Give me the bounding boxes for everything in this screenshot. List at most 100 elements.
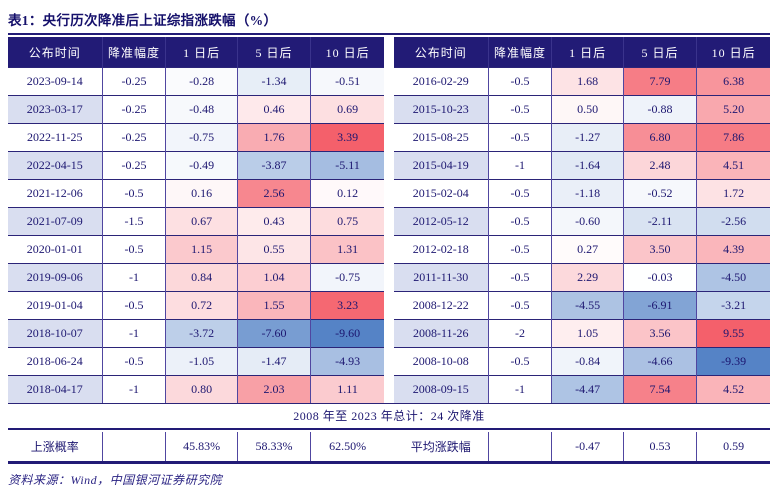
- date-cell: 2021-12-06: [8, 179, 102, 208]
- date-cell: 2016-02-29: [394, 67, 488, 96]
- date-cell: 2011-11-30: [394, 263, 488, 292]
- return-value-cell: -0.48: [165, 95, 238, 124]
- return-value-cell: -4.47: [551, 375, 624, 403]
- return-value-cell: -7.60: [236, 319, 311, 348]
- return-value-cell: 7.54: [622, 375, 697, 403]
- column-header: 公布时间: [8, 37, 102, 68]
- return-value-cell: -9.60: [310, 319, 384, 348]
- stats-value-cell: -0.47: [551, 432, 624, 461]
- return-value-cell: 2.56: [236, 179, 311, 208]
- return-value-cell: 5.20: [696, 95, 770, 124]
- column-header: 降准幅度: [487, 37, 552, 68]
- cut-size-cell: -0.5: [487, 235, 552, 264]
- return-value-cell: -0.51: [310, 67, 384, 96]
- stats-value-cell: 0.59: [696, 432, 770, 461]
- return-value-cell: 3.56: [622, 319, 697, 348]
- cut-size-cell: -1.5: [101, 207, 166, 236]
- return-value-cell: 9.55: [696, 319, 770, 348]
- table-row: 2015-10-23 -0.5 0.50 -0.88 5.20: [394, 95, 770, 124]
- return-value-cell: -1.34: [236, 67, 311, 96]
- right-table-panel: 公布时间 降准幅度 1 日后 5 日后 10 日后 2016-02-29 -0.5 1.68…: [394, 37, 770, 403]
- cut-size-cell: -2: [487, 319, 552, 348]
- column-header: 10 日后: [310, 37, 384, 68]
- date-cell: 2018-06-24: [8, 347, 102, 376]
- date-cell: 2020-01-01: [8, 235, 102, 264]
- cut-size-cell: -0.5: [487, 95, 552, 124]
- stats-row: 上涨概率 45.83% 58.33% 62.50% 平均涨跌幅 -0.47: [8, 432, 770, 464]
- table-row: 2018-06-24 -0.5 -1.05 -1.47 -4.93: [8, 347, 384, 376]
- return-value-cell: 0.16: [165, 179, 238, 208]
- stats-right-row: 平均涨跌幅 -0.47 0.53 0.59: [394, 432, 770, 461]
- stats-left-label: 上涨概率: [8, 432, 102, 461]
- return-value-cell: -0.52: [622, 179, 697, 208]
- table-row: 2015-04-19 -1 -1.64 2.48 4.51: [394, 151, 770, 180]
- return-value-cell: -0.03: [622, 263, 697, 292]
- return-value-cell: 2.29: [551, 263, 624, 292]
- cut-size-cell: -0.5: [101, 347, 166, 376]
- table-row: 2015-02-04 -0.5 -1.18 -0.52 1.72: [394, 179, 770, 208]
- return-value-cell: 0.67: [165, 207, 238, 236]
- cut-size-cell: -1: [487, 375, 552, 403]
- stats-right-panel: 平均涨跌幅 -0.47 0.53 0.59: [394, 432, 770, 461]
- return-value-cell: -3.72: [165, 319, 238, 348]
- return-value-cell: 7.86: [696, 123, 770, 152]
- table-row: 2018-10-07 -1 -3.72 -7.60 -9.60: [8, 319, 384, 348]
- stats-empty-cell: [487, 432, 552, 461]
- return-value-cell: 0.50: [551, 95, 624, 124]
- table-row: 2020-01-01 -0.5 1.15 0.55 1.31: [8, 235, 384, 264]
- return-value-cell: 4.39: [696, 235, 770, 264]
- return-value-cell: -2.11: [622, 207, 697, 236]
- return-value-cell: 6.80: [622, 123, 697, 152]
- table-row: 2015-08-25 -0.5 -1.27 6.80 7.86: [394, 123, 770, 152]
- cut-size-cell: -0.5: [487, 67, 552, 96]
- stats-left-table: 上涨概率 45.83% 58.33% 62.50%: [8, 432, 384, 461]
- date-cell: 2008-12-22: [394, 291, 488, 320]
- return-value-cell: -0.49: [165, 151, 238, 180]
- date-cell: 2015-04-19: [394, 151, 488, 180]
- table-row: 2012-02-18 -0.5 0.27 3.50 4.39: [394, 235, 770, 264]
- table-row: 2021-12-06 -0.5 0.16 2.56 0.12: [8, 179, 384, 208]
- stats-value-cell: 62.50%: [310, 432, 384, 461]
- return-value-cell: -3.87: [236, 151, 311, 180]
- return-value-cell: 3.50: [622, 235, 697, 264]
- cut-size-cell: -1: [101, 375, 166, 403]
- cut-size-cell: -0.25: [101, 67, 166, 96]
- return-value-cell: 0.55: [236, 235, 311, 264]
- return-value-cell: -0.84: [551, 347, 624, 376]
- column-header: 降准幅度: [101, 37, 166, 68]
- cut-size-cell: -1: [487, 151, 552, 180]
- return-value-cell: 0.43: [236, 207, 311, 236]
- cut-size-cell: -0.5: [487, 123, 552, 152]
- cut-size-cell: -0.5: [101, 291, 166, 320]
- return-value-cell: -1.27: [551, 123, 624, 152]
- return-value-cell: -4.55: [551, 291, 624, 320]
- return-value-cell: -2.56: [696, 207, 770, 236]
- stats-left-row: 上涨概率 45.83% 58.33% 62.50%: [8, 432, 384, 461]
- date-cell: 2008-09-15: [394, 375, 488, 403]
- date-cell: 2018-10-07: [8, 319, 102, 348]
- left-table-header-row: 公布时间 降准幅度 1 日后 5 日后 10 日后: [8, 37, 384, 68]
- column-header: 1 日后: [165, 37, 238, 68]
- stats-left-panel: 上涨概率 45.83% 58.33% 62.50%: [8, 432, 384, 461]
- return-value-cell: -3.21: [696, 291, 770, 320]
- data-tables: 公布时间 降准幅度 1 日后 5 日后 10 日后 2023-09-14 -0.25 -0.…: [8, 37, 770, 403]
- cut-size-cell: -0.5: [487, 179, 552, 208]
- cut-size-cell: -0.5: [487, 263, 552, 292]
- right-table: 公布时间 降准幅度 1 日后 5 日后 10 日后 2016-02-29 -0.5 1.68…: [394, 37, 770, 403]
- cut-size-cell: -1: [101, 263, 166, 292]
- date-cell: 2008-10-08: [394, 347, 488, 376]
- table-row: 2023-09-14 -0.25 -0.28 -1.34 -0.51: [8, 67, 384, 96]
- return-value-cell: 0.75: [310, 207, 384, 236]
- date-cell: 2019-01-04: [8, 291, 102, 320]
- cut-size-cell: -0.5: [487, 207, 552, 236]
- cut-size-cell: -0.5: [101, 179, 166, 208]
- return-value-cell: 4.51: [696, 151, 770, 180]
- return-value-cell: 6.38: [696, 67, 770, 96]
- date-cell: 2012-02-18: [394, 235, 488, 264]
- table-row: 2023-03-17 -0.25 -0.48 0.46 0.69: [8, 95, 384, 124]
- return-value-cell: 4.52: [696, 375, 770, 403]
- table-row: 2021-07-09 -1.5 0.67 0.43 0.75: [8, 207, 384, 236]
- stats-value-cell: 45.83%: [165, 432, 238, 461]
- left-table: 公布时间 降准幅度 1 日后 5 日后 10 日后 2023-09-14 -0.25 -0.…: [8, 37, 384, 403]
